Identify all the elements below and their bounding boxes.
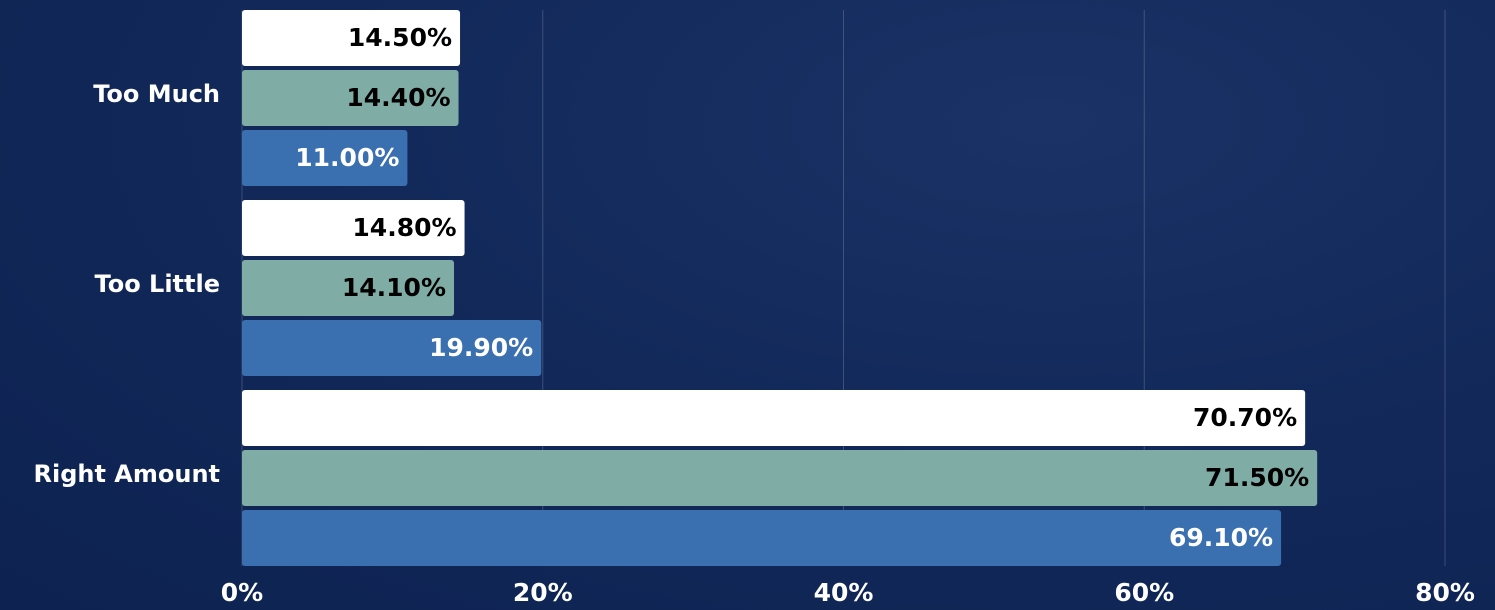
value-label: 19.90% [429, 333, 533, 362]
value-label: 11.00% [295, 143, 399, 172]
value-label: 69.10% [1169, 523, 1273, 552]
value-label: 14.50% [348, 23, 452, 52]
bar [242, 390, 1306, 446]
category-label: Too Little [95, 270, 220, 298]
x-tick-label: 0% [221, 578, 263, 607]
value-label: 14.40% [346, 83, 450, 112]
bar [242, 450, 1318, 506]
bar [242, 130, 408, 186]
bar [242, 260, 455, 316]
value-label: 14.80% [352, 213, 456, 242]
x-tick-label: 20% [513, 578, 573, 607]
bar [242, 70, 459, 126]
bar [242, 10, 461, 66]
value-label: 70.70% [1193, 403, 1297, 432]
x-tick-label: 80% [1415, 578, 1475, 607]
x-tick-label: 40% [814, 578, 874, 607]
value-label: 14.10% [342, 273, 446, 302]
x-tick-label: 60% [1114, 578, 1174, 607]
value-label: 71.50% [1205, 463, 1309, 492]
bar [242, 200, 465, 256]
category-label: Too Much [93, 80, 220, 108]
bar [242, 510, 1282, 566]
bar [242, 320, 542, 376]
category-label: Right Amount [33, 460, 220, 488]
